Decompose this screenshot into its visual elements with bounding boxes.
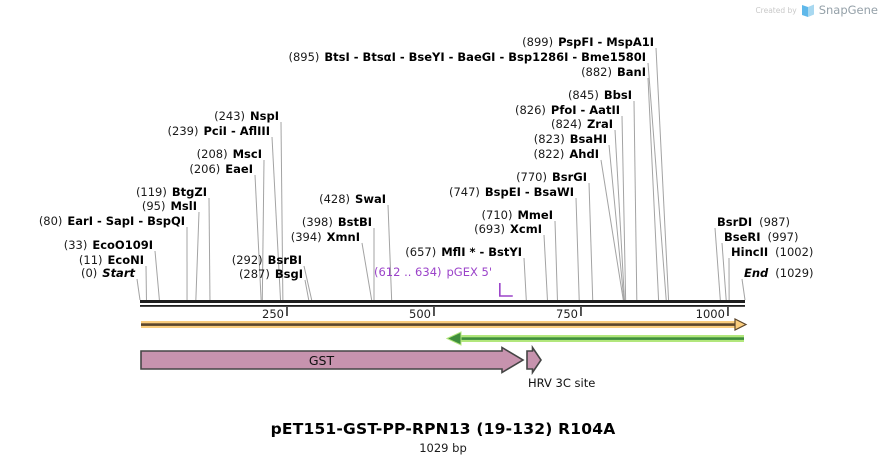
axis-tick-label: 250 (262, 307, 284, 321)
orange-strand-core (141, 323, 737, 326)
feature-gst-arrow (140, 346, 525, 374)
enzyme-site-label: (428) SwaI (319, 192, 386, 206)
enzyme-site-label: (693) XcmI (474, 222, 542, 236)
page-title: pET151-GST-PP-RPN13 (19-132) R104A (270, 420, 616, 438)
site-connector-line (655, 47, 670, 301)
site-connector-line (721, 242, 727, 301)
site-connector-line (647, 62, 667, 301)
site-connector-line (136, 278, 141, 301)
orange-strand-arrowhead (734, 318, 748, 331)
feature-hrv3c-arrow (526, 344, 542, 376)
enzyme-site-label: (33) EcoO109I (63, 238, 153, 252)
site-connector-line (575, 197, 580, 301)
site-connector-line (208, 197, 211, 301)
enzyme-site-label: (239) PciI - AflIII (167, 124, 270, 138)
enzyme-site-label: (657) MflI * - BstYI (405, 245, 522, 259)
enzyme-site-label: (822) AhdI (533, 147, 599, 161)
site-connector-line (387, 204, 393, 301)
enzyme-site-label: (206) EaeI (189, 162, 253, 176)
enzyme-site-label: (11) EcoNI (78, 253, 144, 267)
enzyme-site-label: (826) PfoI - AatII (514, 103, 620, 117)
title-block: pET151-GST-PP-RPN13 (19-132) R104A 1029 … (0, 420, 886, 455)
marker-label: (0) Start (80, 266, 135, 280)
axis-tick-label: 500 (409, 307, 431, 321)
sequence-line-top (140, 300, 745, 303)
enzyme-site-label: (243) NspI (214, 109, 279, 123)
enzyme-site-label: (747) BspEI - BsaWI (448, 185, 574, 199)
created-by-text: Created by (755, 5, 797, 15)
green-strand-arrowhead (445, 331, 462, 346)
site-connector-line (647, 77, 660, 301)
site-connector-line (195, 211, 200, 301)
marker-label: End (1029) (744, 266, 814, 280)
enzyme-site-label: (95) MslI (141, 199, 197, 213)
site-connector-line (614, 129, 625, 301)
sequence-length-subtitle: 1029 bp (419, 441, 467, 455)
site-connector-line (608, 144, 625, 301)
snapgene-brand-text: SnapGene (818, 3, 878, 17)
enzyme-site-label: (287) BsgI (238, 267, 303, 281)
site-connector-line (304, 279, 310, 301)
site-connector-line (154, 250, 160, 301)
axis-tick-label: 1000 (696, 307, 725, 321)
enzyme-site-label: (398) BstBI (301, 215, 372, 229)
enzyme-site-label: (895) BtsI - BtsαI - BseYI - BaeGI - Bsp1… (288, 50, 646, 64)
site-connector-line (523, 257, 527, 301)
site-connector-line (714, 227, 721, 301)
axis-tick-label: 750 (556, 307, 578, 321)
site-connector-line (254, 174, 262, 301)
site-connector-line (303, 265, 313, 301)
enzyme-site-label: (770) BsrGI (516, 170, 587, 184)
enzyme-site-label: (824) ZraI (551, 117, 613, 131)
site-connector-line (554, 220, 558, 301)
site-connector-line (621, 115, 627, 301)
site-connector-line (271, 136, 282, 301)
site-connector-line (261, 159, 265, 301)
enzyme-site-label: (823) BsaHI (533, 132, 607, 146)
site-connector-line (633, 100, 638, 301)
primer-label: (612 .. 634) pGEX 5' (374, 265, 492, 279)
green-strand-core (459, 337, 744, 340)
feature-label-hrv3c: HRV 3C site (528, 376, 596, 390)
site-connector-line (543, 234, 548, 301)
snapgene-watermark: Created by SnapGene (755, 3, 878, 17)
enzyme-site-label: (394) XmnI (290, 230, 360, 244)
site-connector-line (361, 242, 373, 301)
feature-label-gst: GST (308, 353, 335, 368)
enzyme-site-label: (845) BbsI (567, 88, 632, 102)
snapgene-logo-icon (801, 4, 814, 17)
enzyme-site-label: HincII (1002) (731, 245, 814, 259)
enzyme-site-label: (208) MscI (196, 147, 262, 161)
enzyme-site-label: (710) MmeI (481, 208, 553, 222)
site-connector-line (741, 278, 746, 301)
enzyme-site-label: (80) EarI - SapI - BspQI (38, 214, 185, 228)
site-connector-line (280, 121, 284, 301)
site-connector-line (588, 182, 594, 301)
site-connector-line (600, 159, 624, 301)
enzyme-site-label: BsrDI (987) (717, 215, 791, 229)
enzyme-site-label: BseRI (997) (724, 230, 799, 244)
primer-span-bracket (499, 283, 513, 297)
enzyme-site-label: (119) BtgZI (135, 185, 207, 199)
sequence-line-bottom (140, 305, 745, 307)
enzyme-site-label: (292) BsrBI (231, 253, 302, 267)
enzyme-site-label: (899) PspFI - MspA1I (522, 35, 654, 49)
enzyme-site-label: (882) BanI (581, 65, 646, 79)
